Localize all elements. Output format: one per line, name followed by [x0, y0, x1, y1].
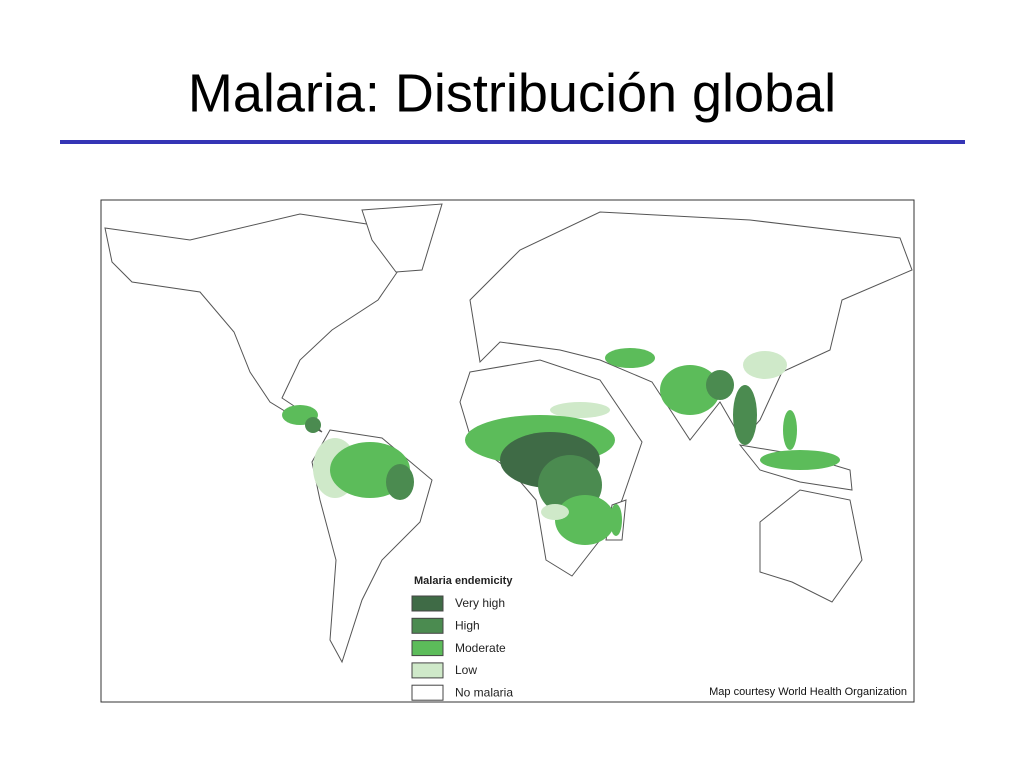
legend-label: Very high	[455, 596, 505, 610]
endemic-area	[605, 348, 655, 368]
endemic-area	[783, 410, 797, 450]
australia	[759, 489, 863, 603]
legend-title: Malaria endemicity	[414, 575, 513, 587]
legend-swatch	[411, 640, 444, 657]
eurasia	[469, 211, 913, 441]
endemic-area	[305, 417, 321, 433]
endemic-area	[743, 351, 787, 379]
legend-label: High	[455, 618, 480, 632]
legend-swatch	[411, 595, 444, 612]
map-credit: Map courtesy World Health Organization	[709, 686, 907, 698]
legend-swatch	[411, 684, 444, 701]
endemic-area	[610, 504, 622, 536]
endemic-area	[733, 385, 757, 445]
endemic-area	[386, 464, 414, 500]
endemic-areas	[282, 348, 840, 545]
legend-label: Low	[455, 663, 477, 677]
endemic-area	[555, 495, 615, 545]
legend-swatch	[411, 662, 444, 679]
legend: Malaria endemicity Very high High Moderate…	[411, 575, 513, 701]
greenland	[361, 203, 443, 273]
map	[100, 199, 915, 703]
legend-swatch	[411, 617, 444, 634]
endemic-area	[550, 402, 610, 418]
legend-label: No malaria	[455, 685, 513, 699]
title-rule	[60, 140, 965, 144]
endemic-area	[660, 365, 720, 415]
endemic-area	[760, 450, 840, 470]
endemic-area	[706, 370, 734, 400]
endemic-area	[541, 504, 569, 520]
legend-label: Moderate	[455, 641, 506, 655]
slide-title: Malaria: Distribución global	[188, 63, 836, 123]
